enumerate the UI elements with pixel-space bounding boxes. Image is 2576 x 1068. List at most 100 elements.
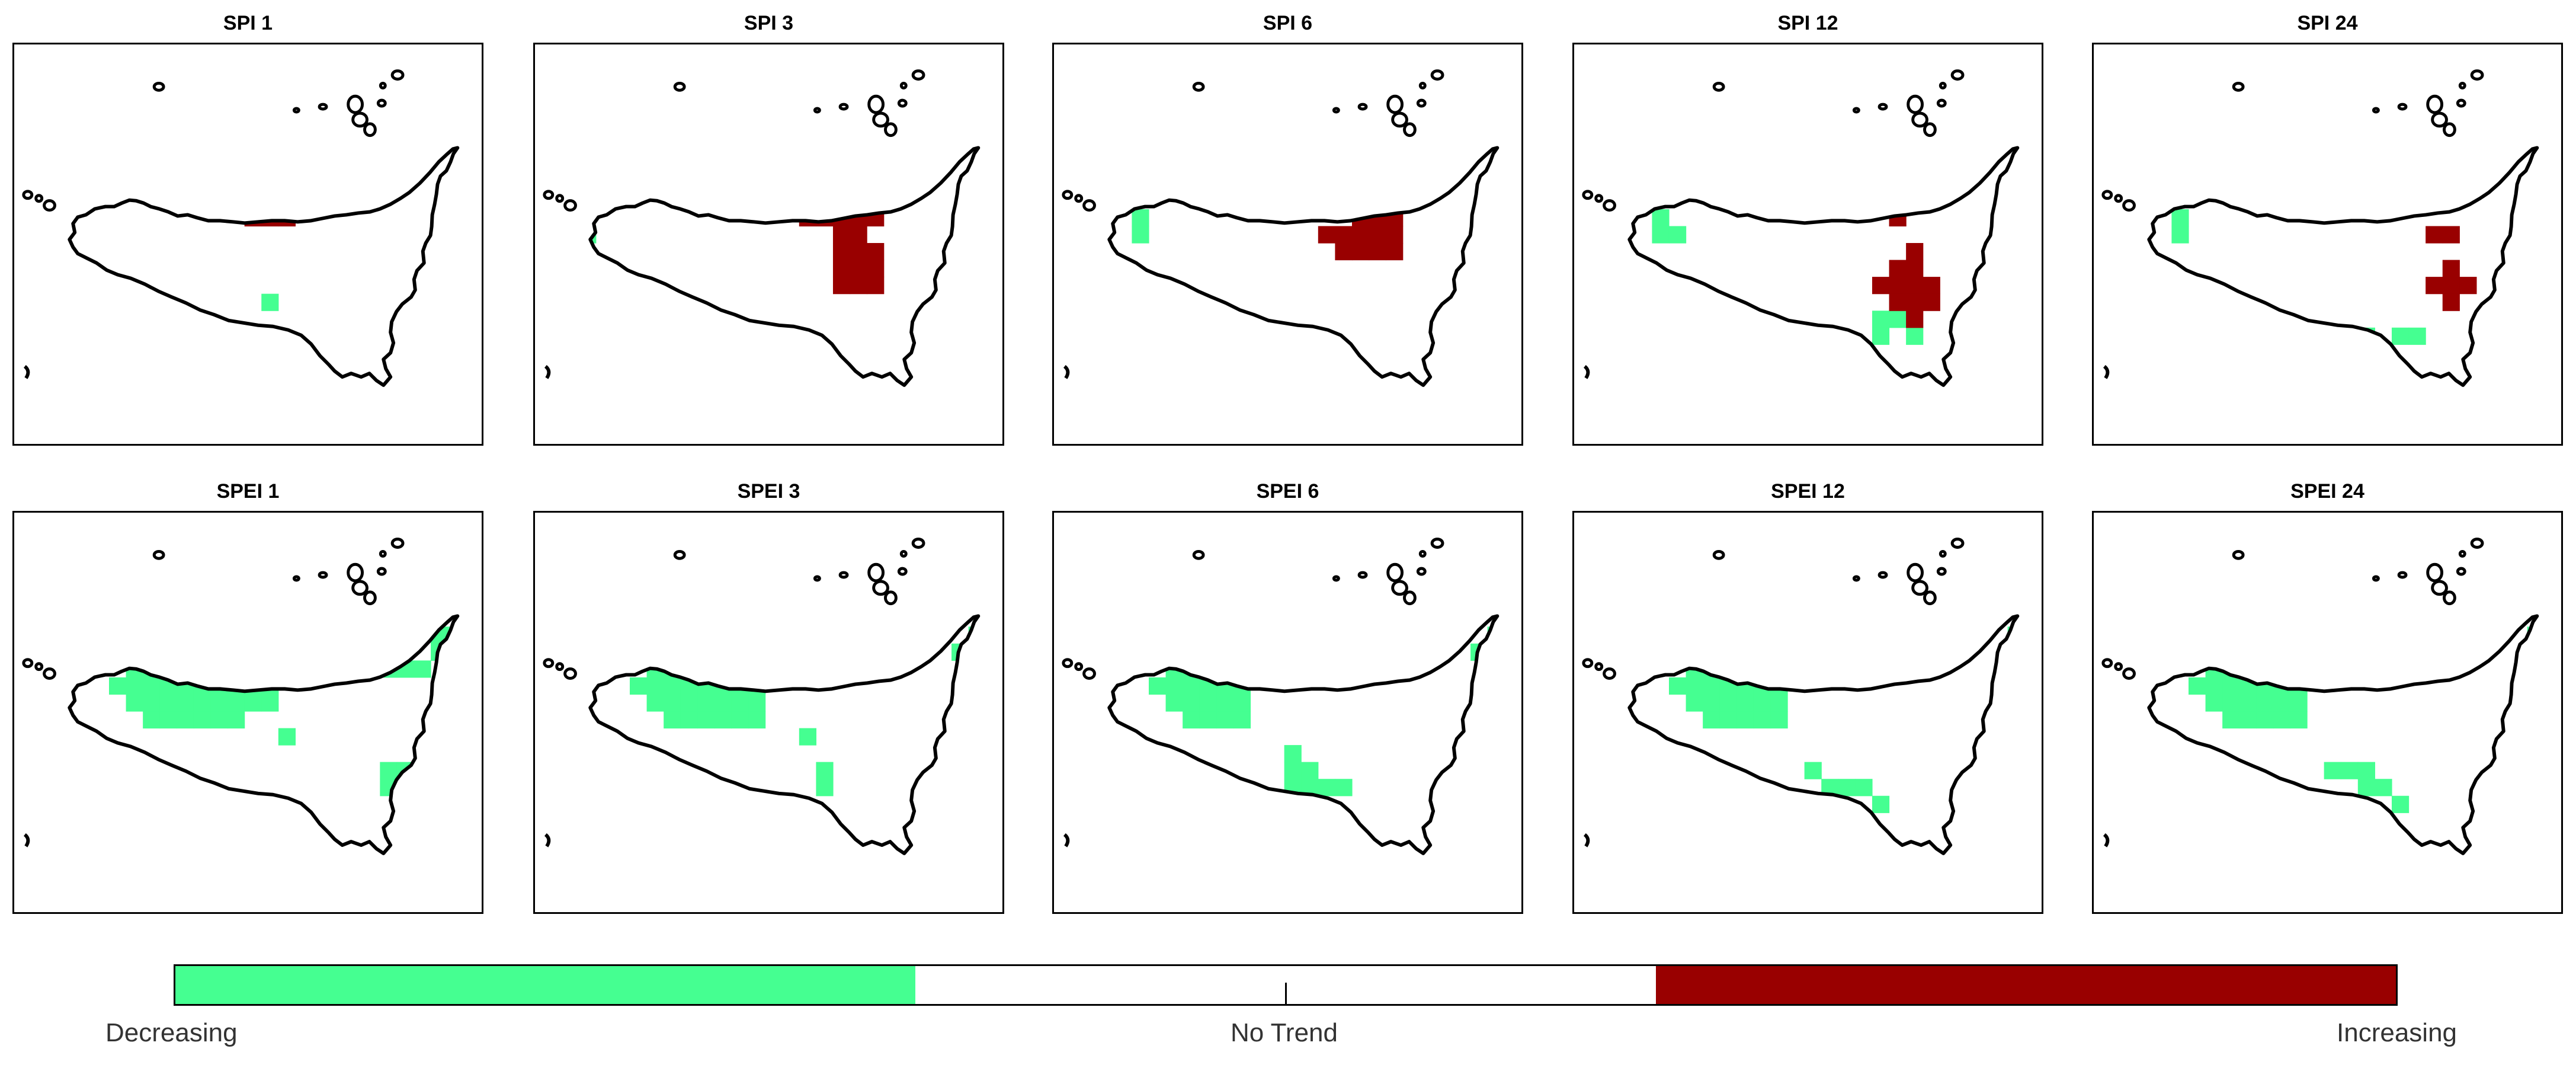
cell-increasing [1889,260,1907,277]
cell-decreasing [1487,660,1498,678]
island [673,81,686,92]
island [2443,590,2456,606]
island [351,111,369,128]
cell-decreasing [2357,643,2375,661]
cell-decreasing [2375,779,2392,797]
cell-decreasing [228,643,245,661]
island [1911,111,1928,128]
cell-decreasing [1216,643,1234,661]
cell-decreasing [210,711,228,729]
coastline [68,146,460,387]
island [838,571,849,579]
cell-decreasing [159,694,177,712]
island [2372,575,2380,582]
cell-decreasing [1770,711,1788,729]
cell-decreasing [1284,762,1302,779]
cell-decreasing [1719,643,1737,661]
island [2431,580,2448,596]
cell-decreasing [2273,694,2291,712]
island [318,571,328,579]
island [22,190,34,200]
cell-decreasing [1872,795,1890,813]
cell-decreasing [1301,762,1319,779]
cell-decreasing [1753,660,1771,678]
island [884,590,898,606]
map-frame [533,511,1004,914]
trend-cells [244,192,364,311]
cell-decreasing [1487,643,1498,661]
cell-decreasing [1872,327,1890,345]
coastline [1107,614,1500,855]
cell-decreasing [1753,711,1771,729]
island [1192,549,1205,560]
cell-decreasing [177,643,194,661]
island [1877,103,1888,111]
cell-decreasing [1787,643,1805,661]
cell-decreasing [629,677,648,695]
island [1082,199,1096,212]
island [911,538,925,549]
panel-title: SPI 12 [1777,12,1838,34]
island [390,538,405,549]
cell-decreasing [2408,643,2426,661]
map-frame [2092,43,2563,446]
island [2397,103,2408,111]
cell-decreasing [731,660,749,678]
coastline [2147,146,2539,387]
cell-decreasing [748,660,766,678]
cell-decreasing [883,643,901,661]
cell-decreasing [2544,626,2561,644]
island [673,549,686,560]
map-panel-spei-6: SPEI 6 [1052,474,1523,914]
cell-decreasing [414,660,431,678]
map-panel-spei-24: SPEI 24 [2092,474,2563,914]
island [43,199,56,212]
cell-decreasing [177,660,194,678]
cell-decreasing [1652,226,1670,244]
cell-decreasing [1199,660,1217,678]
cell-increasing [278,209,296,227]
cell-decreasing [2222,694,2240,712]
cell-decreasing [2357,762,2375,779]
sicily-map [543,538,981,855]
legend-label-no-trend: No Trend [1231,1018,1338,1047]
island [376,98,387,108]
cell-decreasing [2024,660,2042,677]
cell-increasing [2442,293,2460,311]
cell-decreasing [143,677,161,695]
island [544,833,551,848]
island [347,562,364,583]
cell-decreasing [2341,643,2359,661]
cell-decreasing [1770,626,1788,644]
cell-increasing [2442,226,2460,244]
cell-decreasing [1719,711,1737,729]
sicily-map [22,538,460,855]
cell-increasing [1335,226,1353,244]
cell-decreasing [714,626,732,644]
cell-decreasing [278,728,296,746]
cell-decreasing [714,660,732,678]
island [1582,190,1594,200]
cell-decreasing [850,643,867,661]
cell-decreasing [1216,694,1234,712]
cell-increasing [867,277,885,295]
cell-decreasing [646,643,664,661]
cell-decreasing [646,677,664,695]
cell-increasing [1923,277,1940,295]
island [2114,662,2123,672]
map-frame [12,43,483,446]
cell-increasing [2426,226,2443,244]
cell-decreasing [244,660,262,678]
island [376,567,387,576]
cell-decreasing [126,694,143,712]
cell-decreasing [143,643,161,661]
cell-decreasing [1233,694,1251,712]
cell-decreasing [1703,626,1720,644]
cell-decreasing [680,626,698,644]
cell-decreasing [2205,643,2223,661]
cell-increasing [1369,243,1386,261]
cell-decreasing [228,711,245,729]
island [1712,81,1725,92]
cell-decreasing [363,660,380,678]
map-panel-spei-12: SPEI 12 [1572,474,2043,914]
